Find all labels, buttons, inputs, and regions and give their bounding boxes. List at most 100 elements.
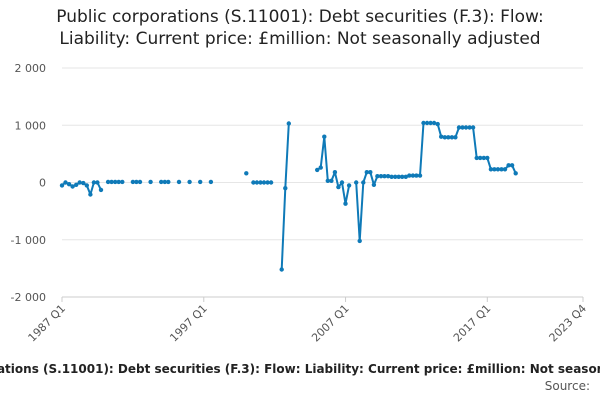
chart-title-line-1: Public corporations (S.11001): Debt secu… bbox=[56, 7, 544, 27]
data-point bbox=[506, 163, 511, 168]
data-point bbox=[421, 120, 426, 126]
data-point bbox=[478, 155, 483, 161]
series-line bbox=[316, 135, 351, 205]
data-point bbox=[495, 167, 501, 172]
data-point bbox=[499, 167, 504, 172]
x-tick-label: 1987 Q1 bbox=[26, 302, 69, 345]
x-tick-label: 1997 Q1 bbox=[167, 302, 210, 345]
data-point bbox=[375, 174, 380, 179]
data-point bbox=[116, 179, 121, 185]
data-point bbox=[109, 179, 114, 185]
data-point bbox=[410, 173, 416, 178]
series-line bbox=[355, 122, 517, 242]
data-point bbox=[417, 173, 423, 178]
chart-title-line-2: Liability: Current price: £million: Not … bbox=[59, 29, 541, 49]
data-point bbox=[130, 179, 136, 185]
data-point bbox=[382, 174, 387, 179]
data-point bbox=[449, 135, 455, 140]
data-point bbox=[336, 184, 341, 190]
data-point bbox=[91, 180, 97, 185]
data-point bbox=[467, 125, 472, 130]
footer-description: Public corporations (S.11001): Debt secu… bbox=[0, 362, 600, 380]
data-point bbox=[322, 134, 327, 139]
data-point bbox=[105, 179, 111, 185]
data-point bbox=[74, 182, 79, 187]
data-point bbox=[346, 183, 352, 188]
data-point bbox=[446, 135, 451, 140]
x-tick-label: 2017 Q1 bbox=[451, 302, 494, 345]
data-point bbox=[279, 267, 284, 272]
data-point bbox=[120, 179, 125, 185]
series-line bbox=[280, 123, 290, 270]
data-point bbox=[332, 170, 338, 175]
data-point bbox=[187, 179, 192, 185]
data-point bbox=[492, 167, 497, 172]
data-point bbox=[431, 120, 437, 126]
data-point bbox=[364, 170, 369, 175]
data-point bbox=[393, 174, 398, 179]
data-point bbox=[66, 182, 72, 187]
data-point bbox=[439, 134, 444, 139]
x-axis-tick-labels: 1987 Q1 1997 Q1 2007 Q1 2017 Q1 2023 Q4 bbox=[26, 302, 590, 345]
data-point bbox=[424, 120, 430, 126]
data-point bbox=[261, 180, 267, 185]
data-point bbox=[244, 171, 249, 176]
data-point bbox=[77, 180, 82, 185]
data-point bbox=[176, 179, 182, 185]
y-tick-label: -2 000 bbox=[11, 291, 46, 304]
data-point bbox=[357, 238, 362, 244]
data-point bbox=[389, 174, 394, 179]
data-point bbox=[283, 186, 288, 191]
data-point bbox=[137, 179, 143, 185]
data-point bbox=[84, 183, 90, 188]
data-point bbox=[378, 174, 384, 179]
data-point bbox=[453, 135, 458, 140]
data-point bbox=[63, 180, 68, 185]
source-label: Source: bbox=[544, 379, 590, 393]
data-point bbox=[88, 192, 93, 197]
y-tick-label: 0 bbox=[39, 177, 46, 190]
data-point bbox=[268, 180, 274, 185]
data-point bbox=[502, 167, 508, 172]
data-point bbox=[134, 179, 139, 185]
data-point bbox=[59, 183, 65, 188]
data-point bbox=[315, 167, 320, 173]
data-point bbox=[435, 121, 440, 127]
data-point bbox=[474, 155, 479, 161]
y-tick-label: 1 000 bbox=[15, 119, 47, 132]
data-point bbox=[414, 173, 419, 178]
footer-text: Public corporations (S.11001): Debt secu… bbox=[0, 362, 600, 376]
x-tick-label: 2007 Q1 bbox=[309, 302, 352, 345]
y-tick-label: 2 000 bbox=[15, 62, 47, 75]
data-point bbox=[456, 125, 462, 130]
data-point bbox=[258, 180, 263, 185]
data-point bbox=[286, 121, 291, 126]
data-point bbox=[513, 171, 518, 176]
data-point bbox=[251, 180, 256, 185]
data-point bbox=[354, 180, 359, 185]
data-point bbox=[329, 178, 334, 183]
data-point bbox=[95, 180, 100, 185]
data-point bbox=[148, 179, 153, 185]
y-axis-tick-labels: 2 000 1 000 0 -1 000 -2 000 bbox=[11, 62, 46, 304]
data-point bbox=[368, 170, 373, 175]
data-series bbox=[59, 120, 518, 272]
data-point bbox=[407, 173, 412, 178]
data-point bbox=[371, 182, 377, 187]
chart-title: Public corporations (S.11001): Debt secu… bbox=[0, 6, 600, 50]
data-point bbox=[265, 180, 270, 185]
data-point bbox=[470, 125, 476, 130]
data-point bbox=[325, 178, 330, 183]
data-point bbox=[428, 120, 433, 126]
data-point bbox=[509, 163, 515, 168]
data-point bbox=[81, 180, 86, 186]
data-point bbox=[318, 165, 323, 170]
data-point bbox=[481, 155, 486, 161]
data-point bbox=[198, 179, 203, 185]
data-point bbox=[208, 179, 214, 185]
data-point bbox=[442, 135, 447, 140]
data-point bbox=[159, 179, 164, 185]
data-point bbox=[343, 201, 348, 206]
x-tick-label: 2023 Q4 bbox=[547, 302, 590, 345]
data-point bbox=[361, 180, 366, 185]
